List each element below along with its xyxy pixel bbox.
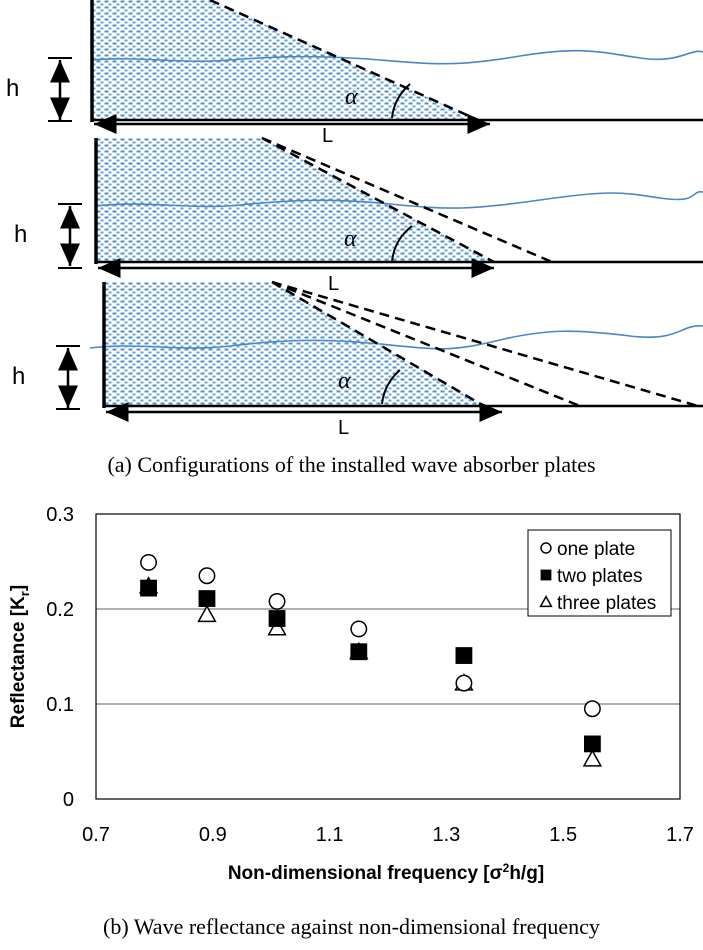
square-point — [455, 647, 473, 664]
water-surface — [91, 49, 703, 65]
x-tick-label: 1.1 — [316, 824, 344, 846]
square-point — [350, 643, 368, 661]
plate-dashed-line — [271, 280, 699, 408]
circle-point — [583, 700, 601, 718]
reflectance-chart: 0 0.1 0.2 0.3 0.7 0.9 1.1 1.3 1.5 1.7 Reflectanc… — [8, 504, 694, 884]
legend-label: three plates — [557, 593, 656, 614]
gridlines — [96, 608, 680, 705]
figure-a-caption: (a) Configurations of the installed wave… — [107, 452, 596, 477]
x-tick-label: 1.5 — [549, 824, 577, 846]
x-tick-labels: 0.7 0.9 1.1 1.3 1.5 1.7 — [82, 824, 694, 846]
legend-marker — [540, 569, 552, 581]
triangle-point — [582, 749, 603, 767]
plate-dashed-line — [261, 136, 495, 264]
y-axis-label: Reflectance [Kr] — [8, 585, 32, 728]
panel-three-plates: h L α — [12, 280, 703, 439]
legend-label: one plate — [557, 539, 635, 560]
figure-b-caption: (b) Wave reflectance against non-dimensi… — [103, 914, 600, 939]
y-tick-label: 0.1 — [46, 694, 74, 716]
x-tick-label: 0.7 — [82, 824, 110, 846]
circle-point — [350, 620, 368, 638]
x-axis-label: Non-dimensional frequency [σ2h/g] — [228, 861, 544, 884]
angle-arc — [381, 369, 401, 405]
circle-point — [268, 592, 286, 610]
angle-label: α — [338, 368, 351, 394]
square-point — [198, 590, 216, 607]
square-point — [268, 610, 286, 627]
depth-label: h — [6, 75, 19, 102]
triangle-point — [197, 604, 217, 623]
square-point — [140, 579, 157, 597]
x-tick-label: 1.3 — [432, 824, 460, 846]
circle-point — [140, 553, 158, 571]
angle-arc — [391, 83, 411, 119]
absorber-configurations-diagram: h L α h L α h L α — [6, 0, 703, 439]
legend-box — [527, 529, 672, 617]
legend: one plate two plates three plates — [527, 529, 672, 617]
circle-point — [455, 674, 473, 692]
legend-marker — [539, 595, 553, 608]
plate-dashed-line — [271, 280, 581, 408]
x-tick-label: 1.7 — [666, 824, 694, 846]
y-tick-label: 0 — [63, 789, 74, 811]
y-tick-label: 0.2 — [46, 599, 74, 621]
legend-label: two plates — [557, 566, 643, 587]
angle-arc — [391, 225, 413, 263]
water-surface — [95, 191, 703, 209]
angle-label: α — [344, 226, 357, 252]
y-tick-labels: 0 0.1 0.2 0.3 — [46, 504, 74, 811]
y-tick-label: 0.3 — [46, 504, 74, 526]
porous-absorber — [96, 138, 494, 262]
data-points — [138, 553, 603, 767]
panel-two-plates: h L α — [14, 136, 703, 295]
depth-label: h — [12, 363, 25, 390]
plate-dashed-line — [271, 280, 485, 408]
porous-absorber — [92, 0, 478, 120]
porous-absorber — [104, 282, 484, 406]
legend-marker — [540, 542, 552, 554]
triangle-point — [267, 618, 287, 636]
angle-label: α — [345, 84, 358, 110]
plate-dashed-line — [261, 136, 553, 264]
plate-dashed-line — [209, 0, 479, 122]
x-tick-label: 0.9 — [199, 824, 227, 846]
length-label: L — [338, 417, 349, 439]
plot-area-frame — [95, 513, 681, 800]
circle-point — [198, 567, 216, 585]
square-point — [584, 735, 601, 753]
depth-label: h — [14, 221, 27, 248]
length-label: L — [322, 125, 333, 147]
water-surface — [89, 325, 703, 350]
panel-one-plate: h L α — [6, 0, 703, 147]
length-label: L — [328, 273, 339, 295]
